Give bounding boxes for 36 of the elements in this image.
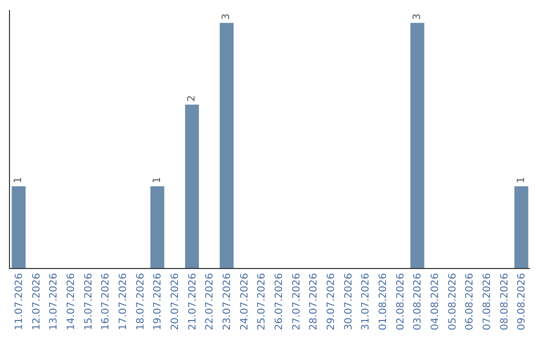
x-tick-label: 21.07.2026 xyxy=(187,273,198,330)
x-tick-label: 02.08.2026 xyxy=(395,273,406,330)
x-tick-label: 17.07.2026 xyxy=(118,273,129,330)
x-tick-label: 27.07.2026 xyxy=(291,273,302,330)
x-tick-label: 18.07.2026 xyxy=(135,273,146,330)
x-tick-label: 11.07.2026 xyxy=(14,273,25,330)
x-tick-label: 04.08.2026 xyxy=(430,273,441,330)
x-tick-label: 07.08.2026 xyxy=(482,273,493,330)
x-tick-label: 25.07.2026 xyxy=(256,273,268,330)
x-tick-label: 22.07.2026 xyxy=(204,273,216,330)
x-tick-label: 30.07.2026 xyxy=(343,273,354,330)
x-tick-label: 19.07.2026 xyxy=(152,273,164,330)
x-tick-label: 13.07.2026 xyxy=(48,273,60,330)
x-tick-label: 24.07.2026 xyxy=(239,273,250,330)
x-tick-label: 12.07.2026 xyxy=(31,273,42,330)
x-tick-label: 09.08.2026 xyxy=(516,273,528,330)
x-tick-label: 08.08.2026 xyxy=(499,273,510,330)
x-tick-label: 03.08.2026 xyxy=(412,273,424,330)
x-tick-label: 23.07.2026 xyxy=(222,273,233,330)
data-label: 3 xyxy=(412,14,423,20)
data-label: 1 xyxy=(516,176,527,184)
x-tick-label: 26.07.2026 xyxy=(274,273,285,330)
x-tick-label: 14.07.2026 xyxy=(66,273,77,330)
x-tick-label: 31.07.2026 xyxy=(360,273,372,330)
x-tick-label: 16.07.2026 xyxy=(100,273,112,330)
data-label: 2 xyxy=(186,95,198,102)
x-tick-label: 20.07.2026 xyxy=(170,273,181,330)
x-tick-label: 15.07.2026 xyxy=(83,273,94,330)
x-tick-label: 06.08.2026 xyxy=(464,273,476,330)
x-tick-label: 01.08.2026 xyxy=(378,273,389,330)
data-label: 1 xyxy=(152,176,163,184)
x-tick-label: 28.07.2026 xyxy=(308,273,320,330)
x-tick-label: 29.07.2026 xyxy=(326,273,337,330)
x-tick-label: 05.08.2026 xyxy=(447,273,458,330)
data-label: 3 xyxy=(221,14,232,20)
data-label: 1 xyxy=(13,176,24,184)
